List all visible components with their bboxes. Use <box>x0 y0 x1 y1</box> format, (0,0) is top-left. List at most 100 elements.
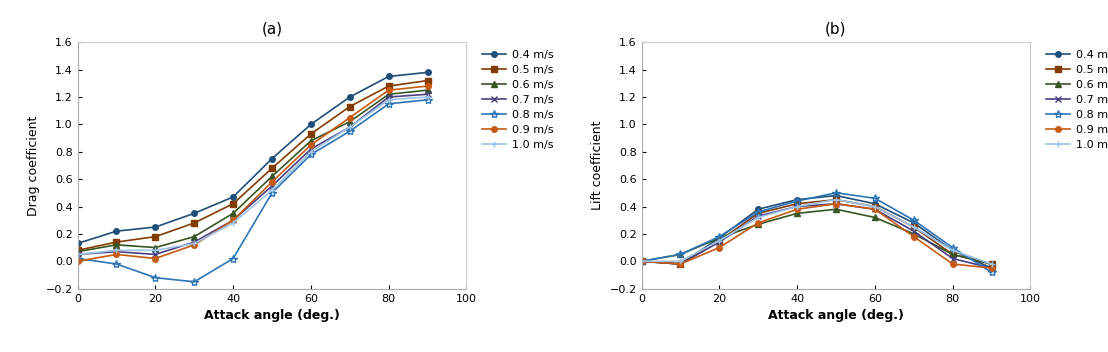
0.8 m/s <box>382 102 396 106</box>
1.0 m/s <box>421 95 434 99</box>
Y-axis label: Drag coefficient: Drag coefficient <box>27 115 40 216</box>
0.7 m/s <box>635 259 648 263</box>
0.8 m/s <box>148 276 162 280</box>
0.6 m/s <box>148 245 162 250</box>
X-axis label: Attack angle (deg.): Attack angle (deg.) <box>768 309 904 322</box>
0.6 m/s <box>829 207 842 211</box>
0.9 m/s <box>635 259 648 263</box>
0.7 m/s <box>712 240 726 244</box>
1.0 m/s <box>751 215 765 220</box>
0.9 m/s <box>148 256 162 260</box>
Y-axis label: Lift coefficient: Lift coefficient <box>591 121 604 210</box>
Line: 0.9 m/s: 0.9 m/s <box>74 83 430 264</box>
Line: 1.0 m/s: 1.0 m/s <box>638 196 995 268</box>
Line: 0.6 m/s: 0.6 m/s <box>638 206 995 268</box>
1.0 m/s <box>712 239 726 243</box>
1.0 m/s <box>869 205 882 209</box>
0.7 m/s <box>148 252 162 257</box>
0.8 m/s <box>946 245 960 250</box>
0.4 m/s <box>907 221 921 225</box>
0.5 m/s <box>869 205 882 209</box>
0.8 m/s <box>712 234 726 239</box>
0.8 m/s <box>71 256 84 260</box>
0.9 m/s <box>674 262 687 266</box>
0.6 m/s <box>985 262 998 266</box>
0.4 m/s <box>829 194 842 198</box>
0.5 m/s <box>421 78 434 83</box>
0.8 m/s <box>751 210 765 214</box>
0.5 m/s <box>110 240 123 244</box>
Line: 0.4 m/s: 0.4 m/s <box>638 193 994 271</box>
0.6 m/s <box>226 211 239 215</box>
0.4 m/s <box>712 236 726 240</box>
Line: 0.6 m/s: 0.6 m/s <box>74 87 431 255</box>
0.9 m/s <box>712 245 726 250</box>
Title: (b): (b) <box>825 22 847 37</box>
1.0 m/s <box>110 248 123 252</box>
1.0 m/s <box>907 225 921 229</box>
1.0 m/s <box>226 221 239 225</box>
Line: 0.8 m/s: 0.8 m/s <box>73 95 432 286</box>
0.7 m/s <box>674 262 687 266</box>
0.5 m/s <box>226 202 239 206</box>
0.5 m/s <box>751 211 765 215</box>
0.6 m/s <box>674 252 687 257</box>
X-axis label: Attack angle (deg.): Attack angle (deg.) <box>204 309 340 322</box>
0.5 m/s <box>305 132 318 136</box>
0.8 m/s <box>829 191 842 195</box>
0.4 m/s <box>946 248 960 252</box>
0.5 m/s <box>674 262 687 266</box>
0.4 m/s <box>148 225 162 229</box>
0.4 m/s <box>187 211 201 215</box>
0.6 m/s <box>790 211 803 215</box>
0.8 m/s <box>187 280 201 284</box>
0.6 m/s <box>946 252 960 257</box>
Line: 0.5 m/s: 0.5 m/s <box>638 197 994 267</box>
0.8 m/s <box>266 191 279 195</box>
0.7 m/s <box>751 214 765 218</box>
0.5 m/s <box>266 166 279 170</box>
1.0 m/s <box>790 205 803 209</box>
1.0 m/s <box>829 197 842 202</box>
0.9 m/s <box>266 180 279 184</box>
0.7 m/s <box>266 184 279 188</box>
0.9 m/s <box>421 84 434 88</box>
0.8 m/s <box>343 129 357 133</box>
1.0 m/s <box>946 248 960 252</box>
0.8 m/s <box>305 152 318 157</box>
Line: 0.5 m/s: 0.5 m/s <box>74 78 430 253</box>
0.6 m/s <box>751 222 765 226</box>
0.6 m/s <box>305 139 318 143</box>
0.4 m/s <box>635 259 648 263</box>
0.8 m/s <box>226 256 239 260</box>
0.9 m/s <box>829 202 842 206</box>
0.6 m/s <box>187 234 201 239</box>
0.6 m/s <box>712 236 726 240</box>
0.5 m/s <box>148 234 162 239</box>
Line: 0.7 m/s: 0.7 m/s <box>74 91 431 258</box>
0.5 m/s <box>71 248 84 252</box>
0.8 m/s <box>790 199 803 203</box>
0.6 m/s <box>110 243 123 247</box>
0.5 m/s <box>187 221 201 225</box>
0.4 m/s <box>869 202 882 206</box>
0.8 m/s <box>907 218 921 222</box>
0.6 m/s <box>907 232 921 236</box>
0.7 m/s <box>110 250 123 254</box>
0.9 m/s <box>946 262 960 266</box>
0.5 m/s <box>829 197 842 202</box>
0.7 m/s <box>343 125 357 129</box>
0.7 m/s <box>226 218 239 222</box>
0.7 m/s <box>946 256 960 260</box>
1.0 m/s <box>305 150 318 154</box>
0.7 m/s <box>71 252 84 257</box>
1.0 m/s <box>187 241 201 246</box>
Legend: 0.4 m/s, 0.5 m/s, 0.6 m/s, 0.7 m/s, 0.8 m/s, 0.9 m/s, 1.0 m/s: 0.4 m/s, 0.5 m/s, 0.6 m/s, 0.7 m/s, 0.8 … <box>480 48 556 152</box>
0.9 m/s <box>907 234 921 239</box>
0.7 m/s <box>985 266 998 270</box>
0.4 m/s <box>382 74 396 78</box>
0.9 m/s <box>187 243 201 247</box>
0.5 m/s <box>946 252 960 257</box>
1.0 m/s <box>71 252 84 257</box>
0.8 m/s <box>635 259 648 263</box>
